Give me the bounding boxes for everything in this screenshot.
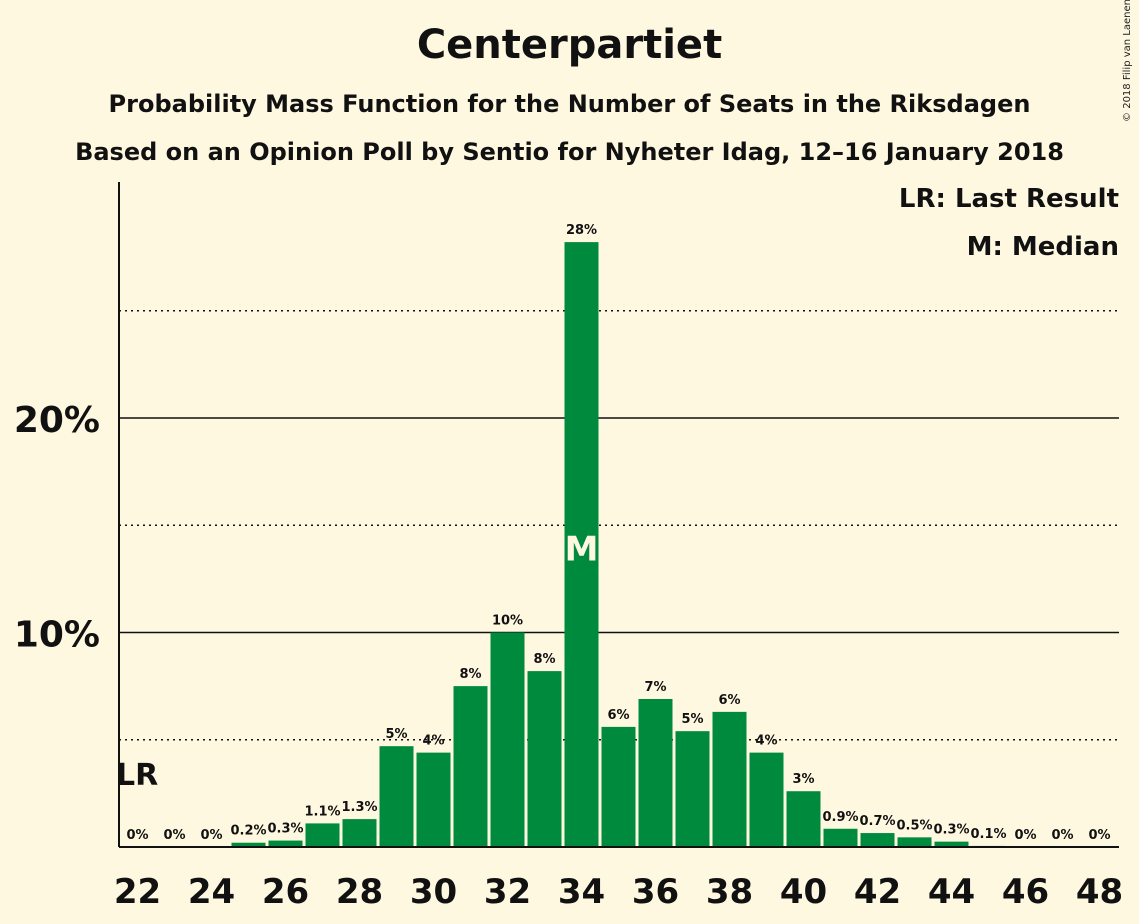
bar-seat-34 [564, 242, 599, 848]
data-label: 0.9% [822, 810, 858, 825]
data-label: 5% [681, 712, 703, 727]
data-label: 0% [1014, 828, 1036, 843]
chart-subtitle: Probability Mass Function for the Number… [108, 90, 1031, 118]
x-tick-label: 26 [262, 872, 309, 912]
data-label: 1.3% [341, 800, 377, 815]
data-label: 28% [566, 223, 597, 238]
data-label: 0% [126, 828, 148, 843]
x-tick-label: 46 [1002, 872, 1049, 912]
median-marker: M [565, 530, 599, 570]
bar-seat-30 [416, 752, 451, 847]
bar-seat-29 [379, 746, 414, 847]
bar-seat-40 [786, 791, 821, 847]
legend-last-result: LR: Last Result [898, 184, 1119, 214]
data-label: 0% [1051, 828, 1073, 843]
data-label: 0.1% [970, 827, 1006, 842]
x-tick-label: 44 [928, 872, 975, 912]
x-tick-label: 42 [854, 872, 901, 912]
data-label: 6% [607, 708, 629, 723]
bar-seat-39 [749, 752, 784, 847]
data-label: 6% [718, 693, 740, 708]
data-label: 0.7% [859, 814, 895, 829]
data-label: 3% [792, 772, 814, 787]
data-label: 1.1% [304, 804, 340, 819]
last-result-marker: LR [116, 758, 158, 793]
bar-seat-37 [675, 731, 710, 847]
data-label: 7% [644, 680, 666, 695]
bar-seat-38 [712, 711, 747, 847]
bar-seat-27 [305, 823, 340, 847]
data-label: 0.3% [933, 823, 969, 838]
x-tick-label: 30 [410, 872, 457, 912]
bar-seat-28 [342, 819, 377, 847]
x-tick-label: 48 [1076, 872, 1123, 912]
data-label: 0.5% [896, 818, 932, 833]
data-label: 5% [385, 727, 407, 742]
data-label: 0% [200, 828, 222, 843]
legend-median: M: Median [966, 232, 1119, 262]
data-label: 0.2% [230, 824, 266, 839]
y-tick-label: 10% [14, 615, 100, 656]
bar-seat-42 [860, 833, 895, 847]
data-label: 10% [492, 614, 523, 629]
bar-seat-41 [823, 828, 858, 847]
x-tick-label: 28 [336, 872, 383, 912]
x-tick-label: 38 [706, 872, 753, 912]
data-label: 0% [163, 828, 185, 843]
x-tick-label: 40 [780, 872, 827, 912]
bar-seat-44 [934, 841, 969, 847]
x-tick-label: 24 [188, 872, 235, 912]
data-label: 0.3% [267, 822, 303, 837]
bar-seat-36 [638, 698, 673, 847]
x-tick-label: 22 [114, 872, 161, 912]
data-label: 8% [459, 667, 481, 682]
bar-seat-33 [527, 671, 562, 847]
data-label: 4% [422, 734, 444, 749]
bar-seat-32 [490, 632, 525, 847]
chart-subtitle-poll: Based on an Opinion Poll by Sentio for N… [75, 138, 1064, 166]
x-tick-label: 32 [484, 872, 531, 912]
bar-seat-43 [897, 837, 932, 847]
x-tick-label: 36 [632, 872, 679, 912]
x-tick-label: 34 [558, 872, 605, 912]
bar-seat-35 [601, 726, 636, 847]
chart-title: Centerpartiet [416, 22, 723, 68]
bar-seat-25 [231, 842, 266, 847]
data-label: 8% [533, 652, 555, 667]
bar-seat-26 [268, 840, 303, 847]
data-label: 0% [1088, 828, 1110, 843]
y-tick-label: 20% [14, 400, 100, 441]
bar-seat-31 [453, 686, 488, 847]
data-label: 4% [755, 734, 777, 749]
